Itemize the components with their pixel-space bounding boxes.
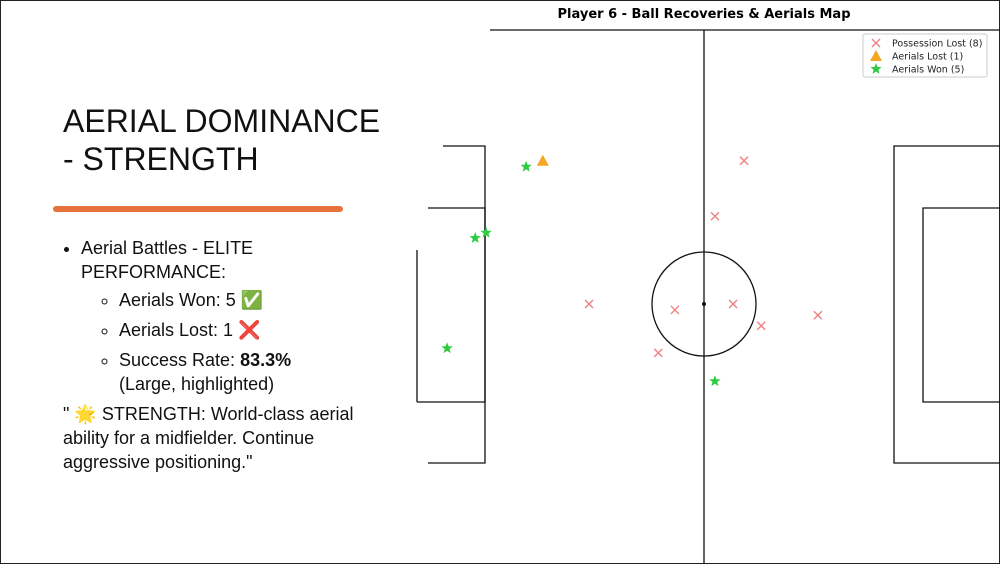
slide-title: AERIAL DOMINANCE - STRENGTH [63,103,381,177]
sub-bullet: Aerials Won: 5 ✅ [119,288,403,312]
point [653,348,663,358]
bullet: Aerial Battles - ELITE PERFORMANCE: Aeri… [81,236,403,396]
text-panel: AERIAL DOMINANCE - STRENGTH Aerial Battl… [53,102,403,474]
legend-marker [870,63,882,74]
quote-mark: " [63,404,70,424]
icon: ✅ [240,290,264,310]
pitch [416,29,1000,564]
quote-text: STRENGTH: World-class aerial ability for… [63,404,354,472]
point [739,156,749,166]
chart-title: Player 6 - Ball Recoveries & Aerials Map [557,7,850,22]
icon: 🌟 [74,404,97,424]
point [584,299,594,309]
point [670,305,680,315]
legend-label: Aerials Won (5) [892,65,964,76]
label: Aerials Won: 5 [119,290,236,310]
label: Aerials Lost: 1 [119,320,234,340]
point [520,160,532,172]
sub-bullet: Aerials Lost: 1 ❌ [119,318,403,342]
legend-label: Aerials Lost (1) [892,52,963,63]
center-spot [702,302,706,306]
point [536,154,549,166]
point [709,375,721,387]
legend-box [862,33,988,78]
point [813,310,823,320]
bullets: Aerial Battles - ELITE PERFORMANCE: Aeri… [63,236,403,396]
point [441,342,453,354]
bullet-text: Aerial Battles - ELITE PERFORMANCE: [81,238,254,282]
point [710,211,720,221]
value: 83.3% [240,350,292,370]
point [728,299,738,309]
point [756,321,766,331]
icon: ❌ [238,320,261,340]
legend-marker [870,50,882,61]
quote: " 🌟 STRENGTH: World-class aerial ability… [63,402,403,474]
sub-bullet: Success Rate: 83.3% (Large, highlighted) [119,348,403,396]
legend-label: Possession Lost (8) [892,39,982,50]
point [480,226,492,238]
label: Success Rate: [119,350,236,370]
note: (Large, highlighted) [119,374,275,394]
underline [53,206,343,212]
legend-marker [871,38,881,48]
point [469,232,481,243]
